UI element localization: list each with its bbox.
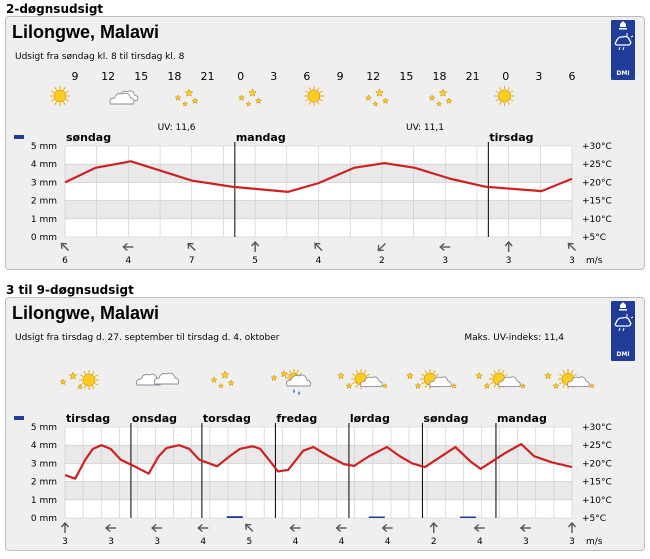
section-title-2day: 2-døgnsudsigt: [6, 2, 104, 16]
dmi-logo[interactable]: DMI: [611, 301, 635, 361]
forecast-panel-2day: Lilongwe, Malawi Udsigt fra søndag kl. 8…: [5, 16, 645, 270]
forecast-subtitle: Udsigt fra tirsdag d. 27. september til …: [15, 333, 280, 343]
city-title: Lilongwe, Malawi: [12, 22, 160, 42]
dmi-logo[interactable]: DMI: [611, 20, 635, 80]
uv-max-label: Maks. UV-indeks: 11,4: [464, 333, 564, 343]
dmi-logo-text: DMI: [616, 351, 630, 358]
city-title: Lilongwe, Malawi: [12, 303, 160, 323]
forecast-panel-9day: Lilongwe, Malawi Udsigt fra tirsdag d. 2…: [5, 297, 645, 551]
forecast-subtitle: Udsigt fra søndag kl. 8 til tirsdag kl. …: [15, 52, 185, 62]
section-title-9day: 3 til 9-døgnsudsigt: [6, 283, 134, 297]
dmi-logo-text: DMI: [616, 70, 630, 77]
